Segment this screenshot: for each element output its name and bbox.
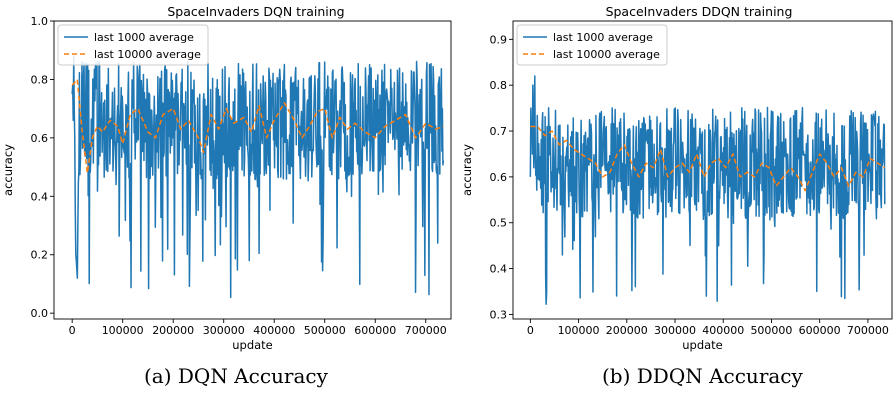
chart-panel-2: SpaceInvaders DDQN training 0 100000 200000… xyxy=(460,4,893,352)
y-tick-label: 0.0 xyxy=(31,307,49,320)
y-tick-label: 0.5 xyxy=(490,217,508,230)
legend-label-2: last 10000 average xyxy=(553,48,660,61)
y-tick-label: 0.9 xyxy=(490,33,508,46)
plot-area xyxy=(529,75,886,305)
legend-label-1: last 1000 average xyxy=(553,31,653,44)
x-axis-label: update xyxy=(232,338,273,352)
series-line-2 xyxy=(71,78,444,174)
x-axis-label: update xyxy=(682,338,723,352)
y-tick-label: 0.4 xyxy=(31,190,49,203)
legend-label-2: last 10000 average xyxy=(94,48,201,61)
y-tick-label: 0.3 xyxy=(490,308,508,321)
x-tick-label: 600000 xyxy=(799,324,841,337)
series-line-1 xyxy=(71,55,445,299)
x-tick-label: 700000 xyxy=(847,324,889,337)
plot-frame xyxy=(512,20,893,320)
x-tick-label: 200000 xyxy=(152,324,194,337)
x-tick-label: 400000 xyxy=(253,324,295,337)
x-tick-label: 700000 xyxy=(405,324,447,337)
x-tick-label: 0 xyxy=(69,324,76,337)
x-tick-label: 300000 xyxy=(203,324,245,337)
caption-a: (a) DQN Accuracy xyxy=(144,364,328,388)
y-axis-label: accuracy xyxy=(460,144,474,196)
y-tick-label: 0.8 xyxy=(490,79,508,92)
x-tick-label: 100000 xyxy=(558,324,600,337)
y-tick-label: 0.6 xyxy=(490,171,508,184)
chart-title: SpaceInvaders DQN training xyxy=(167,4,344,19)
y-tick-label: 1.0 xyxy=(31,15,49,28)
x-tick-label: 500000 xyxy=(750,324,792,337)
y-tick-label: 0.7 xyxy=(490,125,508,138)
y-axis-label: accuracy xyxy=(1,144,15,196)
legend-box xyxy=(516,24,668,66)
x-tick-label: 300000 xyxy=(654,324,696,337)
y-tick-label: 0.6 xyxy=(31,132,49,145)
y-tick-label: 0.2 xyxy=(31,249,49,262)
x-tick-label: 200000 xyxy=(606,324,648,337)
series-line-2 xyxy=(530,125,886,192)
plot-area xyxy=(71,55,445,299)
chart-title: SpaceInvaders DDQN training xyxy=(606,4,793,19)
y-tick-label: 0.4 xyxy=(490,263,508,276)
x-tick-label: 500000 xyxy=(304,324,346,337)
caption-b: (b) DDQN Accuracy xyxy=(602,364,803,388)
series-line-1 xyxy=(529,75,886,305)
x-tick-label: 0 xyxy=(527,324,534,337)
legend-label-1: last 1000 average xyxy=(94,31,194,44)
x-tick-label: 100000 xyxy=(102,324,144,337)
y-tick-label: 0.8 xyxy=(31,73,49,86)
x-tick-label: 600000 xyxy=(354,324,396,337)
legend-box xyxy=(57,24,209,66)
chart-panel-1: SpaceInvaders DQN training 0 100000 200000 3… xyxy=(1,4,452,352)
plot-frame xyxy=(53,20,452,320)
x-tick-label: 400000 xyxy=(702,324,744,337)
